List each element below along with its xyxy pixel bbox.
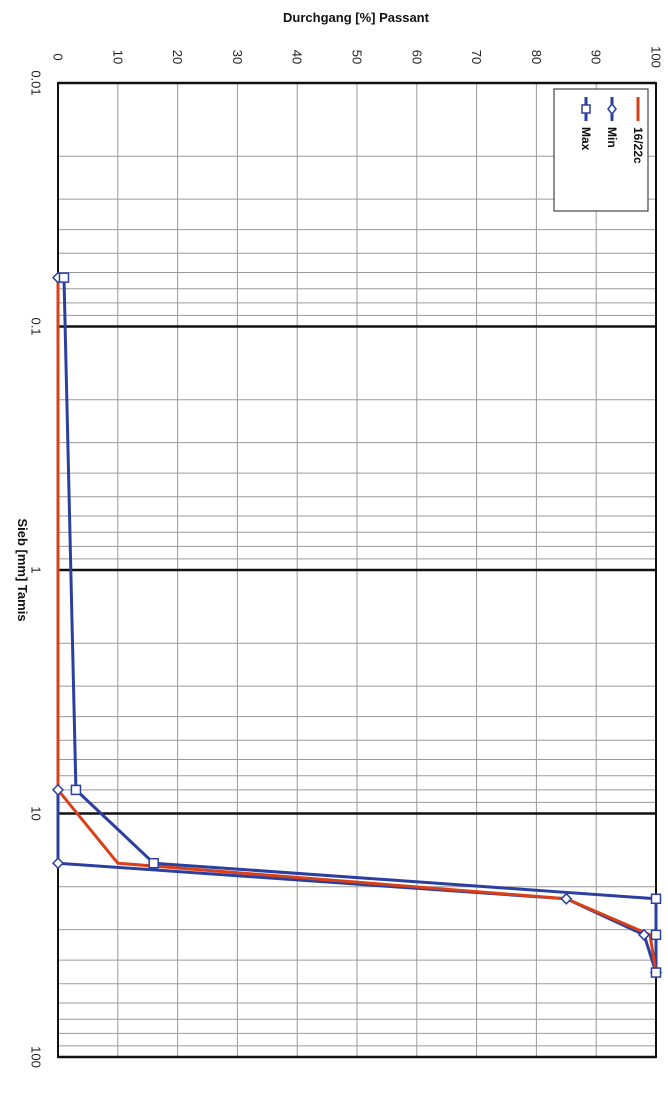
data-point-min [560, 892, 573, 905]
x-tick-label: 0.1 [29, 317, 44, 335]
y-tick-label: 40 [290, 50, 305, 64]
y-tick-labels: 0 10 20 30 40 50 60 70 80 90 100 [51, 46, 664, 68]
data-point-max [650, 893, 662, 905]
x-tick-label: 1 [29, 566, 44, 573]
data-point-min [637, 928, 651, 941]
series-line-16-22c [56, 277, 658, 973]
y-tick-label: 10 [110, 50, 125, 64]
data-point-max [148, 857, 159, 869]
data-point-max [650, 967, 662, 978]
legend-marker-max [581, 104, 591, 114]
x-tick-labels: 0.01 0.1 1 10 100 [29, 70, 44, 1068]
x-tick-label: 10 [29, 806, 44, 820]
y-tick-label: 100 [649, 46, 664, 68]
legend-label-min: Min [605, 127, 619, 148]
data-point-min [51, 783, 65, 796]
series-layer [56, 277, 658, 974]
y-tick-label: 70 [469, 50, 484, 64]
legend-marker-min [607, 102, 617, 116]
y-tick-label: 0 [51, 53, 66, 60]
y-tick-label: 20 [170, 50, 185, 64]
x-tick-label: 0.01 [29, 70, 44, 95]
y-tick-label: 80 [529, 50, 544, 64]
data-point-max [58, 272, 70, 283]
data-point-max [650, 929, 662, 941]
y-axis-title: Durchgang [%] Passant [283, 10, 430, 25]
y-tick-label: 30 [230, 50, 245, 64]
legend-box [553, 88, 649, 212]
series-line-max [62, 277, 658, 973]
y-tick-label: 50 [350, 50, 365, 64]
legend: 16/22c Min Max [553, 88, 649, 212]
y-tick-label: 90 [589, 50, 604, 64]
data-point-max [70, 784, 82, 796]
x-axis-title: Sieb [mm] Tamis [15, 518, 30, 621]
x-tick-label: 100 [29, 1046, 44, 1068]
y-tick-label: 60 [409, 50, 424, 64]
data-point-min [51, 857, 65, 870]
legend-label-max: Max [579, 127, 593, 151]
marker-layer [51, 271, 663, 979]
legend-label-16-22c: 16/22c [631, 127, 645, 164]
legend-items: 16/22c Min Max [579, 97, 645, 164]
